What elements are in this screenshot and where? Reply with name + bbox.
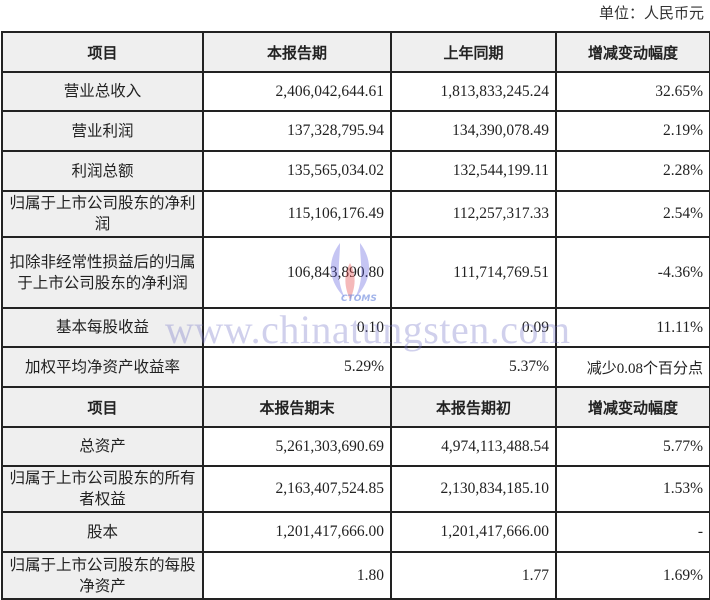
previous-value: 1.77 (390, 551, 557, 600)
current-value: 5.29% (202, 346, 392, 388)
current-value: 137,328,795.94 (202, 110, 392, 152)
previous-value: 5.37% (390, 346, 557, 388)
current-value: 2,163,407,524.85 (202, 465, 392, 513)
table-row: 利润总额 135,565,034.02 132,544,199.11 2.28% (1, 150, 710, 192)
table-row: 归属于上市公司股东的净利润 115,106,176.49 112,257,317.3… (1, 190, 710, 238)
change-value: - (555, 511, 710, 553)
change-value: 2.54% (555, 190, 710, 238)
current-value: 0.10 (202, 307, 392, 348)
column-header: 本报告期 (202, 31, 392, 73)
row-label: 营业利润 (1, 110, 204, 152)
table-row: 归属于上市公司股东的每股净资产 1.80 1.77 1.69% (1, 551, 710, 600)
table-row: 扣除非经常性损益后的归属于上市公司股东的净利润 106,843,890.80 111… (1, 236, 710, 309)
watermark-logo-text: CTOMS (341, 294, 377, 304)
change-value: 减少0.08个百分点 (555, 346, 710, 388)
column-header: 项目 (1, 31, 204, 73)
change-value: 11.11% (555, 307, 710, 348)
current-value: 2,406,042,644.61 (202, 71, 392, 112)
row-label: 扣除非经常性损益后的归属于上市公司股东的净利润 (1, 236, 204, 309)
row-label: 营业总收入 (1, 71, 204, 112)
column-header: 增减变动幅度 (555, 386, 710, 428)
column-header: 上年同期 (390, 31, 557, 73)
column-header: 项目 (1, 386, 204, 428)
current-value: 106,843,890.80 (202, 236, 392, 309)
table-row: 营业总收入 2,406,042,644.61 1,813,833,245.24 32.… (1, 71, 710, 112)
change-value: 1.53% (555, 465, 710, 513)
column-header: 本报告期末 (202, 386, 392, 428)
previous-value: 132,544,199.11 (390, 150, 557, 192)
previous-value: 111,714,769.51 (390, 236, 557, 309)
row-label: 归属于上市公司股东的每股净资产 (1, 551, 204, 600)
current-value: 115,106,176.49 (202, 190, 392, 238)
table-row: 归属于上市公司股东的所有者权益 2,163,407,524.85 2,130,834… (1, 465, 710, 513)
previous-value: 1,813,833,245.24 (390, 71, 557, 112)
row-label: 加权平均净资产收益率 (1, 346, 204, 388)
table-row: 股本 1,201,417,666.00 1,201,417,666.00- (1, 511, 710, 553)
row-label: 归属于上市公司股东的所有者权益 (1, 465, 204, 513)
previous-value: 134,390,078.49 (390, 110, 557, 152)
column-header: 本报告期初 (390, 386, 557, 428)
table-header-row: 项目 本报告期 上年同期 增减变动幅度 (1, 31, 710, 73)
previous-value: 0.09 (390, 307, 557, 348)
unit-label: 单位：人民币元 (598, 6, 704, 22)
column-header: 增减变动幅度 (555, 31, 710, 73)
table-row: 总资产 5,261,303,690.69 4,974,113,488.54 5.77% (1, 426, 710, 467)
change-value: 1.69% (555, 551, 710, 600)
current-value: 135,565,034.02 (202, 150, 392, 192)
previous-value: 4,974,113,488.54 (390, 426, 557, 467)
change-value: 5.77% (555, 426, 710, 467)
financial-summary-table: 项目 本报告期 上年同期 增减变动幅度 营业总收入 2,406,042,644.61 1,8… (1, 31, 710, 600)
row-label: 总资产 (1, 426, 204, 467)
row-label: 归属于上市公司股东的净利润 (1, 190, 204, 238)
change-value: -4.36% (555, 236, 710, 309)
previous-value: 2,130,834,185.10 (390, 465, 557, 513)
current-value: 1,201,417,666.00 (202, 511, 392, 553)
row-label: 股本 (1, 511, 204, 553)
row-label: 利润总额 (1, 150, 204, 192)
change-value: 2.19% (555, 110, 710, 152)
change-value: 32.65% (555, 71, 710, 112)
current-value: 5,261,303,690.69 (202, 426, 392, 467)
table-row: 营业利润 137,328,795.94 134,390,078.49 2.19% (1, 110, 710, 152)
change-value: 2.28% (555, 150, 710, 192)
table-row: 基本每股收益 0.10 0.09 11.11% (1, 307, 710, 348)
table-header-row: 项目 本报告期末 本报告期初 增减变动幅度 (1, 386, 710, 428)
previous-value: 112,257,317.33 (390, 190, 557, 238)
previous-value: 1,201,417,666.00 (390, 511, 557, 553)
row-label: 基本每股收益 (1, 307, 204, 348)
current-value: 1.80 (202, 551, 392, 600)
table-row: 加权平均净资产收益率 5.29% 5.37% 减少0.08个百分点 (1, 346, 710, 388)
